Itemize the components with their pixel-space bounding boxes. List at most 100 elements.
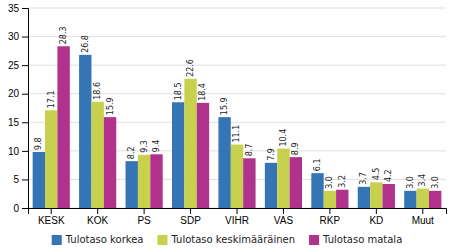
bar <box>404 191 416 208</box>
bars <box>33 46 442 208</box>
x-tick-label: Muut <box>412 215 434 226</box>
legend-swatch <box>157 235 167 245</box>
y-tick-mark <box>22 8 28 9</box>
bar <box>277 149 289 208</box>
bar <box>150 154 162 208</box>
bar <box>311 173 323 208</box>
grid-line <box>28 36 446 37</box>
y-tick: 15 <box>8 117 28 128</box>
bar <box>91 102 103 208</box>
data-label: 18.4 <box>198 83 207 101</box>
y-axis-line <box>22 9 29 209</box>
bar <box>336 190 348 208</box>
data-label: 3.4 <box>418 174 427 187</box>
y-tick: 25 <box>8 60 28 71</box>
bar <box>126 161 138 208</box>
data-label: 8.2 <box>127 146 136 159</box>
x-tick-mark <box>422 208 423 214</box>
bar <box>324 191 336 208</box>
y-tick-mark <box>22 94 28 95</box>
y-tick-label: 10 <box>8 146 20 157</box>
bar <box>172 102 184 208</box>
y-tick: 20 <box>8 88 28 99</box>
y-tick-mark <box>22 122 28 123</box>
series <box>33 55 417 208</box>
bar <box>290 157 302 208</box>
data-label: 3.0 <box>406 176 415 189</box>
x-tick-mark <box>237 208 238 214</box>
grid <box>28 8 446 208</box>
x-tick-label: VIHR <box>225 215 249 226</box>
y-tick-mark <box>22 179 28 180</box>
data-label: 6.1 <box>313 158 322 171</box>
bar <box>243 158 255 208</box>
data-label: 28.3 <box>59 26 68 44</box>
bar <box>231 145 243 208</box>
x-tick-label: KOK <box>87 215 108 226</box>
y-tick-mark <box>22 65 28 66</box>
bar <box>358 187 370 208</box>
bar <box>45 110 57 208</box>
data-label: 10.4 <box>279 129 288 147</box>
x-tick: KD <box>369 208 383 226</box>
y-tick-mark <box>22 151 28 152</box>
bar <box>218 117 230 208</box>
x-tick: KESK <box>38 208 65 226</box>
data-label: 9.8 <box>34 137 43 150</box>
plot: 05101520253035KESKKOKPSSDPVIHRVASRKPKDMu… <box>8 3 447 226</box>
y-tick-mark <box>22 37 28 38</box>
x-tick: PS <box>137 208 151 226</box>
data-label: 3.0 <box>431 176 440 189</box>
data-labels: 9.826.88.218.515.97.96.13.73.017.118.69.… <box>34 26 439 188</box>
legend: Tulotaso korkeaTulotaso keskimääräinenTu… <box>52 234 403 245</box>
y-tick-label: 0 <box>13 203 19 214</box>
data-label: 4.2 <box>384 169 393 182</box>
data-label: 22.6 <box>186 59 195 77</box>
x-tick: VAS <box>274 208 294 226</box>
y-tick-label: 25 <box>8 60 20 71</box>
x-tick: Muut <box>412 208 434 226</box>
bar <box>184 79 196 208</box>
x-tick-label: SDP <box>180 215 201 226</box>
bar <box>79 55 91 208</box>
chart: 05101520253035KESKKOKPSSDPVIHRVASRKPKDMu… <box>0 0 454 252</box>
data-label: 9.3 <box>140 140 149 153</box>
y-tick-mark <box>22 208 28 209</box>
y-tick-label: 30 <box>8 31 20 42</box>
bar <box>197 103 209 208</box>
x-tick: SDP <box>180 208 201 226</box>
x-tick-mark <box>144 208 145 214</box>
data-label: 17.1 <box>47 90 56 108</box>
legend-swatch <box>52 235 62 245</box>
y-axis: 05101520253035 <box>8 3 29 214</box>
y-tick: 35 <box>8 3 28 14</box>
x-tick-label: KD <box>369 215 383 226</box>
y-tick: 10 <box>8 146 28 157</box>
bar <box>417 189 429 208</box>
x-tick-label: PS <box>137 215 151 226</box>
legend-item: Tulotaso korkea <box>52 234 144 245</box>
data-label: 8.7 <box>245 144 254 157</box>
data-label: 26.8 <box>81 35 90 53</box>
bar <box>265 163 277 208</box>
data-label: 8.9 <box>291 142 300 155</box>
bar <box>33 152 45 208</box>
grid-line <box>28 8 446 9</box>
y-tick-label: 20 <box>8 88 20 99</box>
legend-label: Tulotaso korkea <box>65 234 144 245</box>
x-tick-mark <box>329 208 330 214</box>
data-label: 4.5 <box>372 168 381 181</box>
y-tick: 0 <box>13 203 28 214</box>
bar <box>429 191 441 208</box>
x-tick-label: VAS <box>274 215 294 226</box>
data-label: 3.7 <box>359 172 368 185</box>
x-axis-line <box>29 209 447 215</box>
legend-item: Tulotaso keskimääräinen <box>157 234 295 245</box>
x-tick-mark <box>190 208 191 214</box>
y-tick-label: 15 <box>8 117 20 128</box>
legend-label: Tulotaso keskimääräinen <box>170 234 295 245</box>
data-label: 15.9 <box>220 97 229 115</box>
bar <box>138 155 150 208</box>
data-label: 11.1 <box>233 125 242 143</box>
y-tick-label: 35 <box>8 3 20 14</box>
